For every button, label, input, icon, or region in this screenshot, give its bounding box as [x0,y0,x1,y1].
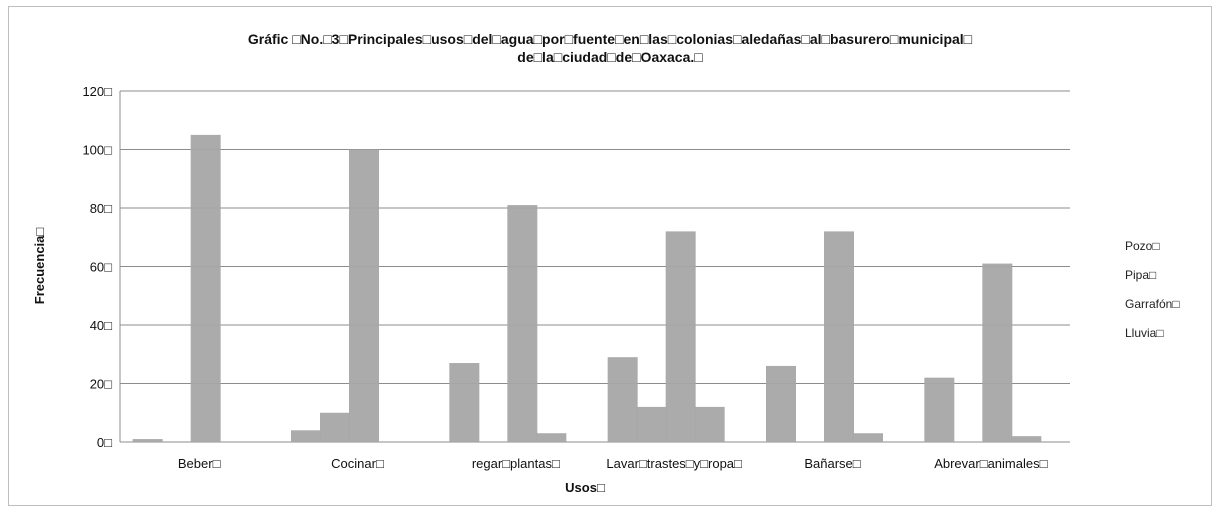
y-tick-label: 0□ [97,435,112,450]
bar [607,357,638,442]
x-tick-label: Abrevar□animales□ [934,456,1047,471]
y-tick-label: 100□ [82,143,112,158]
bar [320,412,350,442]
x-tick-label: Bañarse□ [804,456,860,471]
bar [507,205,538,442]
x-axis-title: Usos□ [565,480,605,495]
legend: Pozo□ Pipa□ Garrafón□ Lluvia□ [1125,239,1180,355]
bar [824,231,854,442]
x-tick-label: Beber□ [178,456,221,471]
bar [449,363,480,442]
legend-item: Garrafón□ [1125,297,1180,311]
x-tick-label: regar□plantas□ [472,456,560,471]
bar [766,365,796,442]
bar [636,406,667,442]
y-tick-label: 20□ [90,377,112,392]
y-tick-label: 120□ [82,84,112,99]
y-tick-label: 80□ [90,201,112,216]
legend-item: Pipa□ [1125,268,1157,282]
bar [853,433,883,442]
bar [349,149,379,442]
bar [132,439,163,442]
chart-title: Gráfic □No.□3□Principales□usos□del□agua□… [0,30,1220,66]
chart-title-line1: Gráfic □No.□3□Principales□usos□del□agua□… [247,31,973,47]
y-axis-title: Frecuencia□ [32,228,47,305]
bar [291,430,321,442]
y-tick-label: 60□ [90,260,112,275]
chart-title-line2: de□la□ciudad□de□Oaxaca.□ [517,49,703,65]
bar [924,377,955,442]
bar [982,263,1013,442]
legend-item: Lluvia□ [1125,326,1164,340]
legend-item: Pozo□ [1125,239,1160,253]
bar [665,231,696,442]
bar [190,134,221,442]
x-tick-label: Cocinar□ [331,456,384,471]
bar [536,433,567,442]
bar [694,406,725,442]
x-tick-label: Lavar□trastes□y□ropa□ [606,456,742,471]
bar [1011,436,1042,442]
y-tick-label: 40□ [90,318,112,333]
